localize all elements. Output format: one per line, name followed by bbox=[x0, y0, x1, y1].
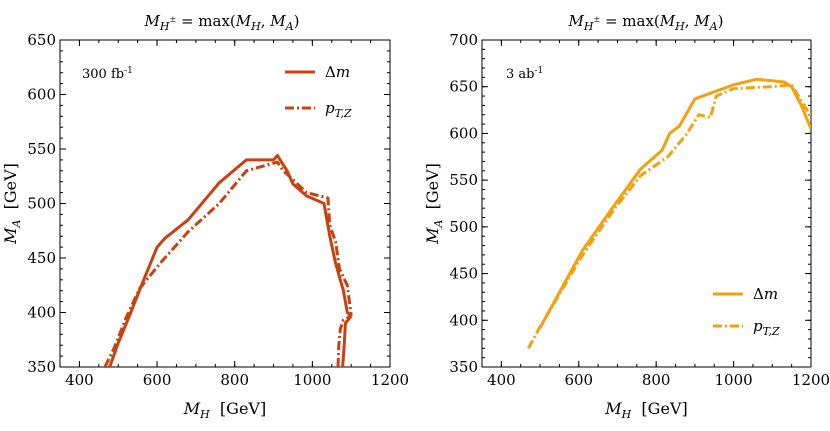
x-tick-label: 800 bbox=[642, 371, 671, 389]
x-tick-label: 1000 bbox=[293, 371, 331, 389]
x-axis-label: MH [GeV] bbox=[183, 399, 266, 421]
series-ptz-line bbox=[103, 160, 353, 367]
y-tick-label: 600 bbox=[449, 124, 478, 142]
y-tick-label: 600 bbox=[27, 86, 56, 104]
y-tick-label: 650 bbox=[27, 31, 56, 49]
series-delta-m-line bbox=[341, 314, 353, 367]
y-tick-label: 700 bbox=[449, 31, 478, 49]
luminosity-annotation: 300 fb-1 bbox=[82, 66, 133, 82]
series-delta-m-line bbox=[538, 77, 811, 329]
chart-title: MH± = max(MH, MA) bbox=[568, 12, 724, 33]
y-tick-label: 350 bbox=[449, 358, 478, 376]
chart-panel-1: 400 600 800 1000 1200 350 400 450 500 550 600 650 MH… bbox=[1, 12, 409, 421]
legend-label: Δm bbox=[325, 63, 350, 81]
series-ptz-line bbox=[527, 83, 811, 350]
luminosity-annotation: 3 ab-1 bbox=[506, 66, 543, 82]
legend-label: pT,Z bbox=[753, 317, 780, 338]
chart-title: MH± = max(MH, MA) bbox=[144, 12, 300, 33]
y-tick-label: 550 bbox=[449, 171, 478, 189]
x-tick-label: 600 bbox=[564, 371, 593, 389]
x-tick-label: 400 bbox=[487, 371, 516, 389]
y-tick-label: 650 bbox=[449, 78, 478, 96]
y-tick-label: 550 bbox=[27, 140, 56, 158]
y-tick-label: 350 bbox=[27, 358, 56, 376]
plot-frame bbox=[59, 39, 391, 368]
y-tick-label: 450 bbox=[449, 265, 478, 283]
y-tick-label: 450 bbox=[27, 249, 56, 267]
legend-label: pT,Z bbox=[325, 99, 352, 120]
plot-frame bbox=[481, 39, 812, 368]
x-tick-label: 600 bbox=[143, 371, 172, 389]
y-axis-label: MA [GeV] bbox=[423, 163, 445, 245]
y-tick-label: 500 bbox=[449, 218, 478, 236]
chart-panel-2: 400 600 800 1000 1200 350 400 450 500 550 600 650 70… bbox=[423, 12, 830, 421]
x-axis-label: MH [GeV] bbox=[604, 399, 687, 421]
legend-label: Δm bbox=[753, 285, 778, 303]
y-axis-label: MA [GeV] bbox=[1, 163, 23, 245]
series-ptz-line bbox=[336, 314, 352, 367]
x-tick-label: 800 bbox=[220, 371, 249, 389]
x-tick-label: 1200 bbox=[371, 371, 409, 389]
series-delta-m-line bbox=[108, 154, 353, 367]
x-tick-label: 1000 bbox=[714, 371, 752, 389]
x-tick-label: 400 bbox=[65, 371, 94, 389]
y-tick-label: 400 bbox=[27, 304, 56, 322]
y-tick-label: 400 bbox=[449, 311, 478, 329]
y-tick-label: 500 bbox=[27, 195, 56, 213]
x-tick-label: 1200 bbox=[792, 371, 830, 389]
